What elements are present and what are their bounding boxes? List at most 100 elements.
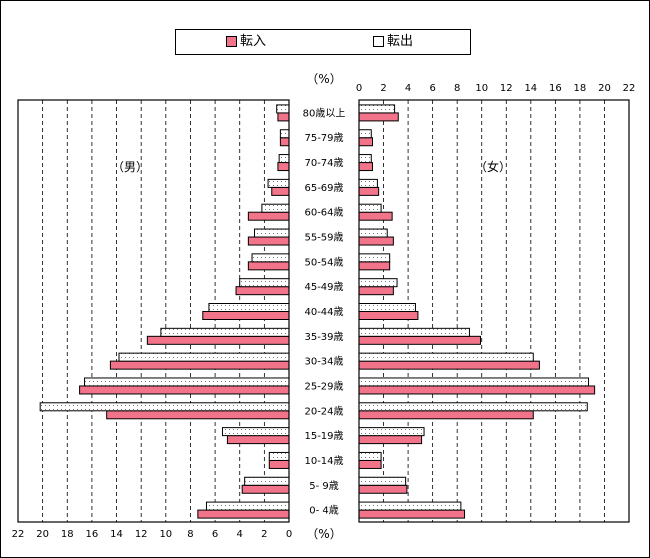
bar-male-tenshutsu (278, 154, 290, 164)
x-tick-label-right: 22 (623, 83, 636, 94)
bar-male-tennyu (109, 360, 290, 370)
legend-item-tenshutsu: 転出 (373, 33, 413, 50)
category-label: 40-44歳 (304, 306, 343, 318)
x-tick-label-left: 22 (12, 529, 25, 540)
category-label: 30-34歳 (304, 356, 343, 368)
bar-male-tenshutsu (276, 104, 290, 114)
bar-male-tennyu (106, 410, 290, 420)
x-tick-label-left: 16 (86, 529, 99, 540)
bar-female-tenshutsu (358, 402, 588, 412)
x-tick-label-right: 16 (549, 83, 562, 94)
bar-male-tennyu (247, 261, 290, 271)
category-label: 55-59歳 (304, 232, 343, 244)
legend-swatch-tennyu (226, 36, 237, 47)
x-tick-label-right: 10 (475, 83, 488, 94)
legend-label-tennyu: 転入 (240, 34, 267, 49)
bar-female-tennyu (358, 162, 373, 172)
category-label: 45-49歳 (304, 281, 343, 293)
bar-female-tenshutsu (358, 154, 372, 164)
bar-male-tennyu (146, 335, 290, 345)
bar-female-tenshutsu (358, 278, 398, 288)
x-tick-label-right: 8 (454, 83, 460, 94)
category-label: 70-74歳 (304, 157, 343, 169)
category-label: 0- 4歳 (309, 505, 339, 517)
bar-female-tennyu (358, 286, 394, 296)
bar-male-tenshutsu (267, 178, 290, 188)
x-tick-label-left: 20 (36, 529, 49, 540)
bar-male-tennyu (226, 435, 290, 445)
bar-male-tenshutsu (39, 402, 290, 412)
bar-female-tennyu (358, 410, 534, 420)
bar-male-tenshutsu (118, 352, 290, 362)
category-label: 15-19歳 (304, 430, 343, 442)
unit-label-top: （%） (306, 72, 341, 86)
left-plot-border (17, 99, 290, 523)
bar-male-tennyu (277, 162, 290, 172)
bar-female-tenshutsu (358, 303, 416, 312)
category-label: 80歳以上 (303, 107, 346, 119)
bar-male-tenshutsu (239, 278, 290, 288)
bar-male-tennyu (247, 236, 290, 246)
x-tick-label-right: 18 (574, 83, 587, 94)
category-label: 75-79歳 (304, 132, 343, 144)
bar-male-tenshutsu (208, 303, 290, 312)
x-tick-label-right: 2 (380, 83, 386, 94)
x-tick-label-left: 12 (135, 529, 148, 540)
bar-male-tenshutsu (251, 253, 290, 263)
bar-male-tennyu (197, 509, 290, 519)
bar-female-tennyu (358, 509, 466, 519)
bar-male-tenshutsu (261, 203, 290, 213)
bar-female-tennyu (358, 186, 380, 196)
category-label: 10-14歳 (304, 455, 343, 467)
category-label: 50-54歳 (304, 256, 343, 268)
x-tick-label-left: 4 (237, 529, 243, 540)
bar-male-tennyu (247, 211, 290, 221)
bar-male-tenshutsu (160, 327, 290, 337)
female-label: （女） (475, 159, 511, 174)
x-tick-label-right: 20 (598, 83, 611, 94)
bar-male-tenshutsu (84, 377, 290, 387)
bar-male-tennyu (241, 484, 290, 494)
bar-male-tennyu (202, 311, 290, 320)
bar-male-tenshutsu (254, 228, 290, 238)
category-label: 60-64歳 (304, 207, 343, 219)
bar-male-tennyu (235, 286, 290, 296)
legend-label-tenshutsu: 転出 (387, 34, 414, 49)
bar-female-tenshutsu (358, 129, 372, 139)
x-tick-label-left: 10 (159, 529, 172, 540)
bar-female-tenshutsu (358, 253, 391, 263)
bar-female-tennyu (358, 311, 419, 320)
bar-male-tenshutsu (205, 501, 290, 511)
bar-male-tenshutsu (221, 427, 290, 437)
category-label: 65-69歳 (304, 182, 343, 194)
x-tick-label-right: 6 (429, 83, 435, 94)
bar-female-tenshutsu (358, 427, 425, 437)
bar-female-tenshutsu (358, 451, 382, 461)
bar-male-tennyu (268, 459, 290, 469)
bar-female-tenshutsu (358, 352, 534, 362)
x-tick-label-right: 14 (524, 83, 537, 94)
category-label: 5- 9歳 (309, 480, 339, 492)
bar-female-tennyu (358, 112, 399, 122)
bar-female-tenshutsu (358, 327, 470, 337)
bar-female-tennyu (358, 484, 408, 494)
x-tick-label-left: 8 (187, 529, 193, 540)
male-label: （男） (112, 160, 148, 174)
bar-male-tennyu (279, 137, 290, 147)
bar-female-tenshutsu (358, 228, 388, 238)
bar-female-tennyu (358, 211, 393, 221)
bar-female-tennyu (358, 137, 373, 147)
bar-male-tenshutsu (279, 129, 290, 139)
bar-female-tennyu (358, 459, 382, 469)
category-label: 35-39歳 (304, 331, 343, 343)
bar-female-tenshutsu (358, 203, 382, 213)
x-tick-label-right: 12 (500, 83, 513, 94)
bar-female-tenshutsu (358, 501, 462, 511)
x-tick-label-right: 4 (405, 83, 411, 94)
bar-female-tenshutsu (358, 377, 589, 387)
bar-female-tennyu (358, 261, 391, 271)
bar-female-tenshutsu (358, 476, 407, 486)
bar-male-tennyu (271, 186, 290, 196)
bar-female-tennyu (358, 435, 423, 445)
